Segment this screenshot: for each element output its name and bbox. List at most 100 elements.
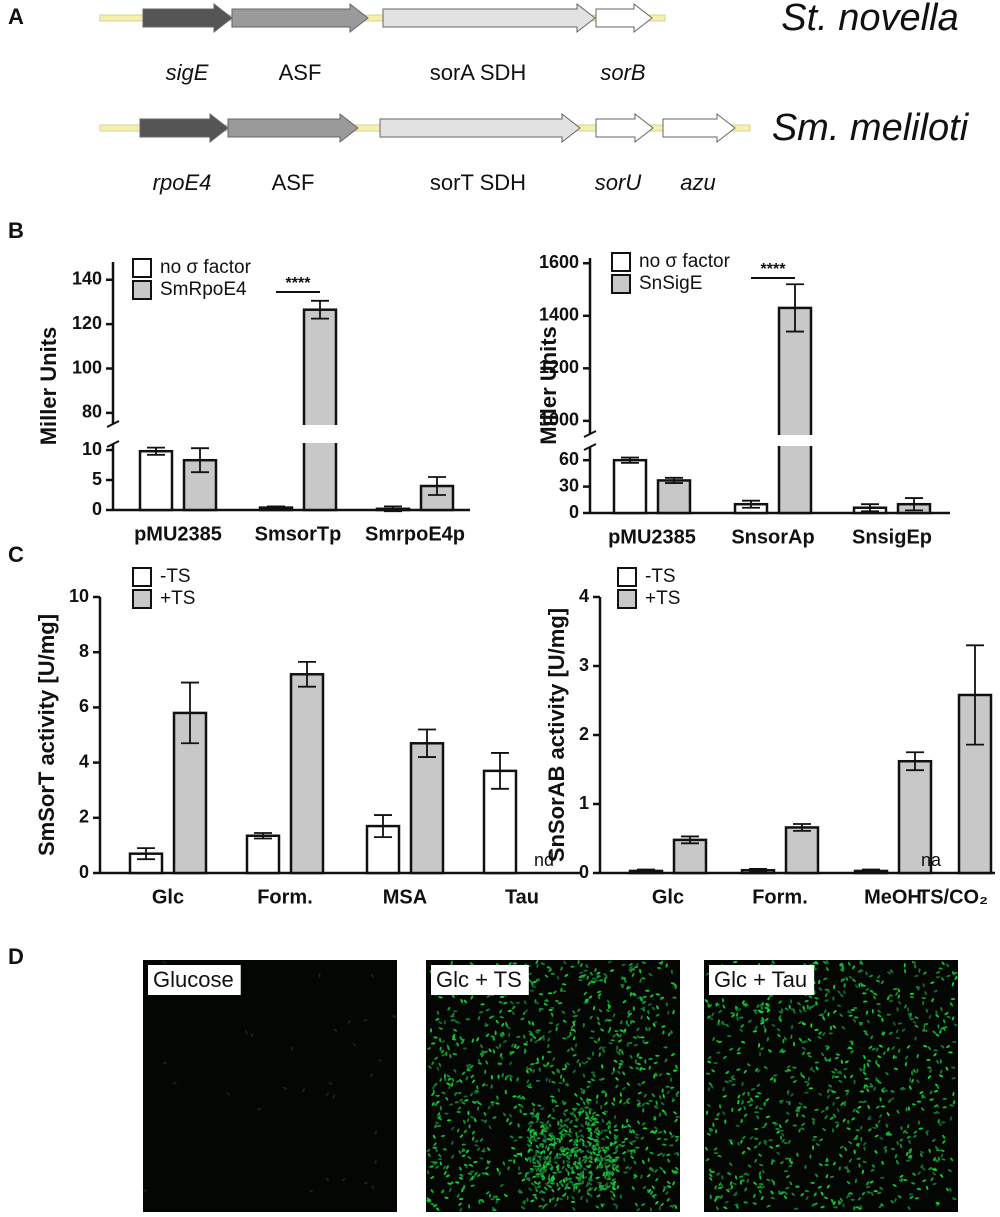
bacterium [734, 1191, 738, 1196]
bacterium [601, 1137, 606, 1141]
bacterium [833, 1068, 838, 1072]
bacterium [547, 1185, 552, 1188]
x-tick-label: pMU2385 [608, 526, 696, 548]
bacterium [753, 1181, 757, 1185]
bacterium [473, 1091, 479, 1094]
bacterium [760, 1006, 763, 1011]
bacterium [535, 1112, 539, 1117]
bacterium [759, 1004, 764, 1008]
bacterium [863, 1084, 866, 1089]
bacterium [502, 1161, 506, 1166]
bacterium [739, 1016, 744, 1019]
bacterium [438, 1153, 442, 1158]
bacterium [787, 1089, 790, 1095]
bacterium [495, 1019, 499, 1024]
bacterium [596, 971, 601, 975]
bacterium [933, 1052, 937, 1057]
bacterium [485, 1008, 490, 1012]
bacterium [540, 1124, 544, 1128]
bacterium [852, 978, 856, 983]
bacterium [601, 1149, 607, 1152]
bacterium [495, 1046, 500, 1050]
bacterium [859, 960, 862, 965]
bacterium [871, 1164, 876, 1168]
bacterium [658, 1112, 661, 1117]
bacterium [452, 1053, 457, 1056]
bacterium [580, 1171, 583, 1177]
bacterium [784, 1157, 790, 1160]
bacterium [863, 1146, 866, 1151]
bacterium [621, 963, 626, 966]
bacterium [743, 1201, 748, 1204]
bacterium [530, 1063, 535, 1066]
bacterium [531, 1128, 536, 1132]
bacterium [439, 1106, 442, 1111]
bacterium [644, 1041, 649, 1044]
bacterium [561, 1010, 566, 1014]
bacterium [808, 1087, 814, 1090]
bacterium [332, 1094, 336, 1099]
bacterium [615, 1145, 619, 1149]
bacterium [616, 1045, 619, 1050]
bacterium [737, 1094, 741, 1099]
bacterium [613, 1124, 618, 1128]
bacterium [558, 1153, 563, 1156]
bacterium [577, 1161, 582, 1165]
bacterium [561, 1128, 565, 1132]
bacterium [785, 1100, 790, 1104]
panel-label: D [8, 944, 24, 969]
bacterium [657, 1153, 662, 1157]
bacterium [636, 1208, 641, 1212]
bacterium [461, 1143, 466, 1146]
bacterium [586, 998, 589, 1003]
bacterium [578, 1188, 581, 1193]
bacterium [552, 1056, 555, 1062]
bacterium [936, 1202, 940, 1206]
bacterium [752, 1202, 757, 1205]
bacterium [786, 1065, 791, 1069]
bacterium [705, 1158, 710, 1162]
bacterium [557, 1187, 561, 1191]
bacterium [546, 1155, 549, 1160]
bacterium [877, 1009, 881, 1013]
bacterium [447, 1182, 452, 1185]
bacterium [735, 1005, 739, 1010]
bacterium [469, 1164, 474, 1167]
bacterium [877, 1055, 882, 1059]
bacterium [485, 1060, 489, 1065]
bacterium [572, 1010, 576, 1014]
bacterium [575, 1135, 580, 1139]
bacterium [562, 1123, 567, 1128]
bacterium [653, 1021, 658, 1024]
bacterium [941, 1158, 946, 1161]
y-tick-label: 100 [72, 357, 102, 377]
bacterium [790, 1076, 795, 1079]
x-tick-label: MeOH [864, 886, 922, 908]
bacterium [929, 1090, 933, 1095]
bacterium [582, 1023, 585, 1028]
bacterium [634, 1133, 639, 1136]
bacterium [848, 975, 853, 979]
bacterium [536, 1159, 540, 1164]
bacterium [898, 1000, 902, 1005]
bacterium [633, 1148, 636, 1154]
bacterium [590, 1071, 596, 1074]
bacterium [529, 989, 535, 992]
bacterium [746, 1178, 749, 1183]
bacterium [776, 1027, 781, 1032]
bacterium [753, 1145, 758, 1149]
bacterium [853, 1007, 858, 1010]
bacterium [524, 1009, 528, 1013]
bacterium [672, 1069, 678, 1072]
bacterium [932, 1172, 936, 1176]
bacterium [560, 1074, 563, 1079]
bacterium [867, 1059, 872, 1062]
bacterium [890, 1199, 894, 1204]
bacterium [610, 1039, 615, 1042]
bacterium [842, 1203, 845, 1208]
bacterium [486, 1147, 491, 1151]
bacterium [837, 990, 841, 994]
bacterium [576, 1138, 579, 1143]
bacterium [534, 1195, 538, 1200]
bacterium [674, 1135, 680, 1138]
